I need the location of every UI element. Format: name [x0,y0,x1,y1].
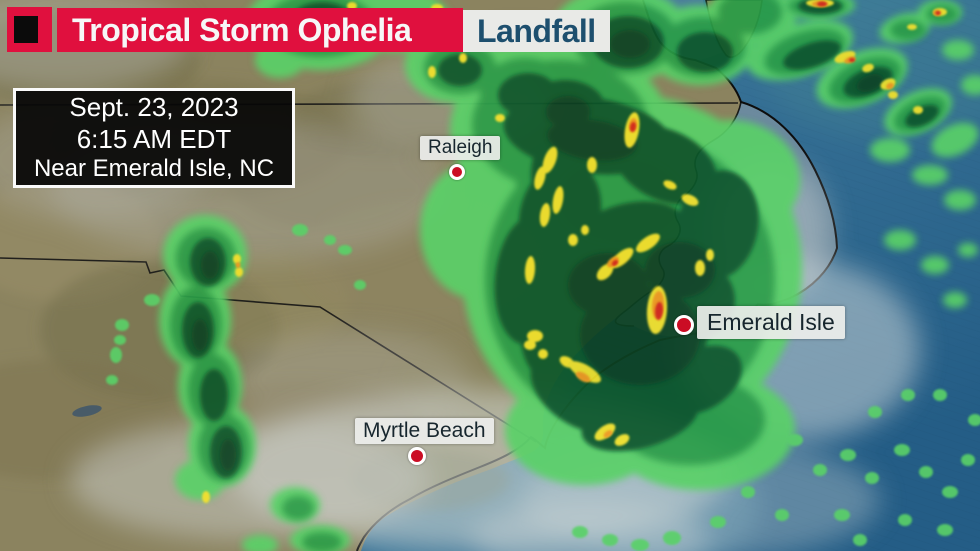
info-date: Sept. 23, 2023 [69,92,239,123]
city-dot-emerald-isle-icon [674,315,694,335]
info-location: Near Emerald Isle, NC [33,154,275,182]
city-label-emerald-isle: Emerald Isle [697,306,845,339]
state-border-nc-sc [0,257,537,443]
storm-title: Tropical Storm Ophelia [72,11,412,48]
landfall-badge-label: Landfall [477,12,596,49]
city-dot-myrtle-beach-icon [408,447,426,465]
landfall-badge: Landfall [463,10,610,52]
city-label-raleigh: Raleigh [420,136,501,160]
logo-square-icon [14,16,38,43]
city-label-myrtle-beach: Myrtle Beach [355,418,494,444]
info-time: 6:15 AM EDT [76,123,232,154]
storm-title-banner: Tropical Storm Ophelia [57,8,463,52]
city-dot-raleigh-icon [449,164,465,180]
timestamp-info-box: Sept. 23, 2023 6:15 AM EDT Near Emerald … [13,88,295,188]
logo-chip [7,7,52,52]
